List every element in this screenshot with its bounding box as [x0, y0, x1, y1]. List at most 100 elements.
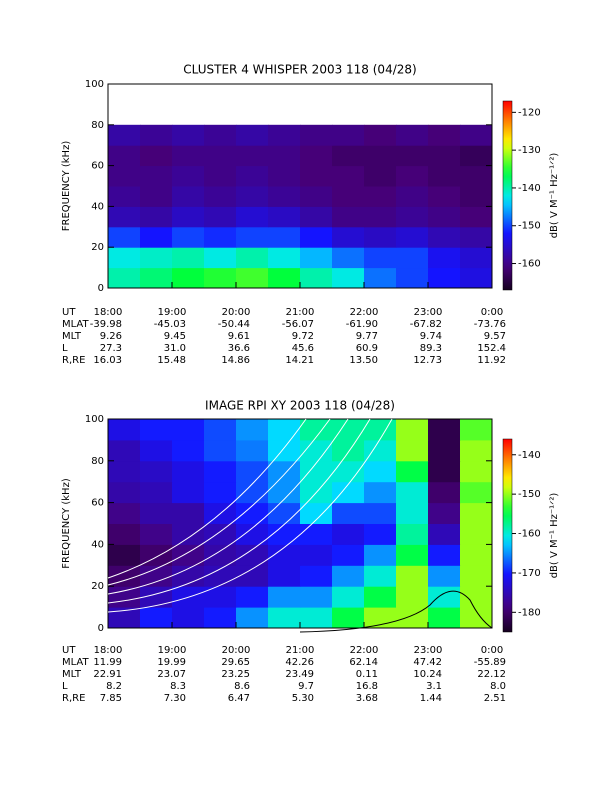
heatmap-cell: [364, 523, 397, 545]
heatmap-cell: [428, 186, 461, 207]
heatmap-cell: [428, 565, 461, 587]
heatmap-cell: [396, 502, 429, 524]
heatmap-cell: [364, 247, 397, 269]
heatmap-cell: [428, 460, 461, 483]
colorbar-tick-label: -160: [518, 259, 541, 270]
heatmap-cell: [460, 607, 493, 629]
heatmap-cell: [364, 124, 397, 146]
ephemeris-label: MLT: [62, 331, 82, 342]
heatmap-cell: [268, 145, 301, 167]
x-tick-label: 18:00: [94, 645, 123, 656]
heatmap-cell: [364, 186, 397, 207]
heatmap-cell: [332, 419, 365, 441]
heatmap-cell: [300, 206, 333, 228]
y-tick-label: 80: [91, 120, 104, 131]
heatmap-cell: [204, 267, 237, 289]
heatmap-cell: [268, 186, 301, 207]
heatmap-cell: [140, 439, 173, 462]
ephemeris-value: 9.77: [356, 331, 378, 342]
heatmap-cell: [332, 565, 365, 587]
ephemeris-value: 23.07: [157, 669, 186, 680]
heatmap-cell: [204, 586, 237, 608]
heatmap-cell: [396, 460, 429, 483]
heatmap-cell: [172, 439, 205, 462]
heatmap-cell: [236, 586, 269, 608]
heatmap-cell: [204, 544, 237, 566]
heatmap-cell: [268, 267, 301, 289]
heatmap-cell: [236, 419, 269, 441]
heatmap-cell: [364, 226, 397, 248]
y-tick-label: 0: [98, 283, 104, 294]
heatmap-cell: [428, 165, 461, 187]
ephemeris-value: 22.91: [93, 669, 122, 680]
heatmap-cell: [172, 460, 205, 483]
heatmap-cell: [172, 544, 205, 566]
ephemeris-value: 10.24: [413, 669, 442, 680]
ephemeris-value: 89.3: [420, 343, 442, 354]
y-tick-label: 40: [91, 539, 104, 550]
ephemeris-value: 19.99: [157, 657, 186, 668]
x-tick-label: 0:00: [481, 645, 503, 656]
heatmap-cell: [172, 481, 205, 504]
heatmap-cell: [108, 247, 141, 269]
ephemeris-value: -45.03: [154, 319, 186, 330]
heatmap-cell: [396, 226, 429, 248]
heatmap-cell: [108, 565, 141, 587]
x-tick-label: 23:00: [414, 307, 443, 318]
heatmap-cell: [108, 419, 141, 441]
ephemeris-value: 3.68: [356, 693, 378, 704]
heatmap-cell: [332, 460, 365, 483]
heatmap-cell: [236, 145, 269, 167]
ephemeris-value: 9.72: [292, 331, 314, 342]
ephemeris-value: 2.51: [484, 693, 506, 704]
heatmap-cell: [332, 247, 365, 269]
heatmap-cell: [140, 481, 173, 504]
y-tick-label: 20: [91, 581, 104, 592]
heatmap-cell: [364, 607, 397, 629]
heatmap-cell: [108, 523, 141, 545]
heatmap-cell: [428, 226, 461, 248]
ephemeris-value: 62.14: [349, 657, 378, 668]
heatmap-cell: [460, 145, 493, 167]
heatmap-cell: [300, 124, 333, 146]
heatmap-cell: [364, 481, 397, 504]
heatmap-cell: [172, 523, 205, 545]
heatmap-cell: [268, 565, 301, 587]
heatmap-cell: [300, 267, 333, 289]
ephemeris-value: 0.11: [356, 669, 378, 680]
ephemeris-value: -55.89: [474, 657, 506, 668]
ephemeris-value: -50.44: [218, 319, 250, 330]
heatmap-cell: [236, 607, 269, 629]
heatmap-cell: [300, 439, 333, 462]
x-tick-label: 19:00: [158, 645, 187, 656]
y-tick-label: 40: [91, 201, 104, 212]
colorbar-label: dB( V M⁻¹ Hz⁻¹ᐟ²): [549, 153, 560, 239]
y-tick-label: 60: [91, 161, 104, 172]
heatmap-cell: [172, 419, 205, 441]
colorbar: [502, 438, 513, 633]
heatmap-cell: [396, 206, 429, 228]
x-tick-label: 20:00: [222, 307, 251, 318]
x-tick-label: 22:00: [350, 645, 379, 656]
ephemeris-value: 8.3: [170, 681, 186, 692]
overlay-curves: [107, 418, 493, 633]
heatmap-cell: [140, 565, 173, 587]
heatmap-cell: [300, 247, 333, 269]
heatmap-cell: [268, 544, 301, 566]
heatmap-cell: [300, 226, 333, 248]
heatmap-cell: [396, 439, 429, 462]
ephemeris-value: 14.21: [285, 355, 314, 366]
ephemeris-label: MLAT: [62, 319, 89, 330]
heatmap-cell: [236, 124, 269, 146]
ephemeris-value: 9.57: [484, 331, 506, 342]
heatmap-cell: [268, 124, 301, 146]
x-tick-label: 23:00: [414, 645, 443, 656]
heatmap-cell: [460, 481, 493, 504]
heatmap-cell: [172, 145, 205, 167]
heatmap-cell: [364, 502, 397, 524]
heatmap-cell: [300, 502, 333, 524]
y-tick-label: 100: [85, 414, 104, 425]
heatmap-cell: [204, 419, 237, 441]
heatmap-cell: [428, 502, 461, 524]
ephemeris-value: 152.4: [477, 343, 506, 354]
